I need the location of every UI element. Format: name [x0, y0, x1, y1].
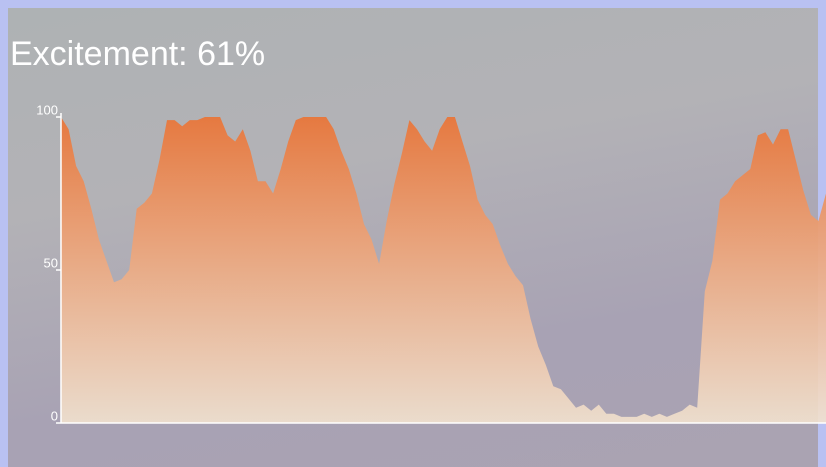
y-tick-label: 0 — [51, 408, 58, 423]
y-tick-label: 100 — [36, 102, 58, 117]
y-tick-label: 50 — [44, 255, 58, 270]
chart-title: Excitement: 61% — [10, 35, 265, 73]
area — [61, 117, 826, 423]
